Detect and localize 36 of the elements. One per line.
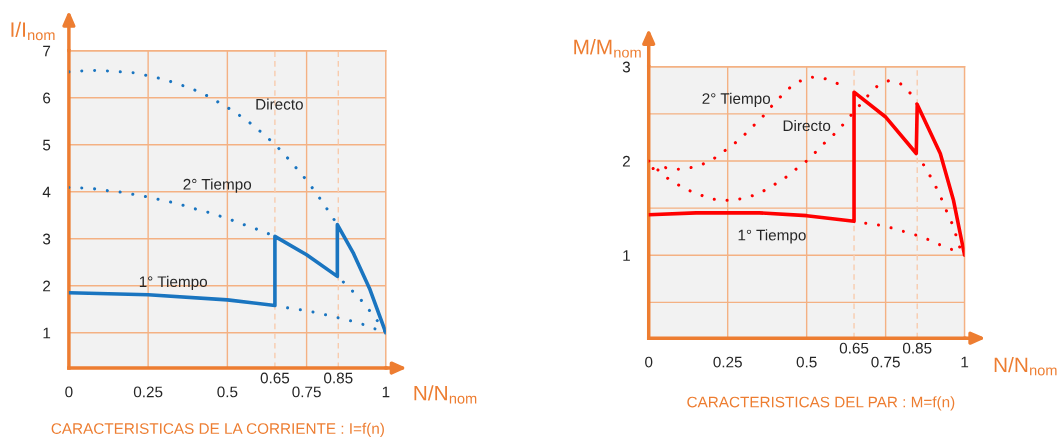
x-tick-label: 1 bbox=[961, 356, 969, 368]
x-tick-label: 0.25 bbox=[133, 386, 163, 398]
annotation: 1° Tiempo bbox=[139, 275, 208, 291]
x-tick-label: 0 bbox=[645, 356, 653, 368]
y-tick-label: 2 bbox=[43, 280, 51, 292]
x-tick-label: 0.25 bbox=[713, 356, 742, 368]
y-tick-label: 1 bbox=[623, 250, 630, 261]
annotation: 2° Tiempo bbox=[702, 92, 771, 107]
ref-line-label: 0.65 bbox=[839, 342, 869, 354]
x-tick-label: 0.75 bbox=[292, 386, 321, 398]
annotation: Directo bbox=[256, 98, 303, 110]
annotation: 2° Tiempo bbox=[183, 178, 252, 193]
x-tick-label: 1 bbox=[382, 386, 390, 398]
y-axis-title: I/I$_{nom}$ bbox=[11, 21, 55, 41]
x-tick-label: 0 bbox=[65, 386, 73, 398]
text: CARACTERISTICAS DEL PAR : M=f(n) bbox=[687, 396, 955, 411]
y-tick-label: 3 bbox=[622, 61, 630, 73]
y-axis-title: M/M$_{nom}$ bbox=[574, 39, 641, 58]
y-tick-label: 5 bbox=[42, 139, 51, 151]
x-axis-title: N/N$_{nom}$ bbox=[414, 385, 477, 404]
x-tick-label: 0.5 bbox=[796, 356, 817, 368]
ref-line-label: 0.65 bbox=[260, 372, 290, 384]
y-tick-label: 6 bbox=[43, 92, 51, 104]
x-tick-label: 0.75 bbox=[871, 356, 900, 368]
annotation: 1° Tiempo bbox=[738, 229, 806, 244]
x-axis-title: N/N$_{nom}$ bbox=[994, 356, 1057, 376]
y-tick-label: 3 bbox=[42, 233, 51, 245]
y-tick-label: 4 bbox=[42, 186, 51, 198]
y-tick-label: 7 bbox=[43, 45, 51, 57]
annotation: Directo bbox=[783, 119, 831, 132]
y-tick-label: 1 bbox=[43, 327, 51, 339]
x-tick-label: 0.5 bbox=[217, 386, 238, 398]
y-tick-label: 2 bbox=[622, 155, 630, 167]
ref-line-label: 0.85 bbox=[902, 342, 932, 354]
ref-line-label: 0.85 bbox=[324, 372, 353, 384]
text: CARACTERISTICAS DE LA CORRIENTE : I=f(n) bbox=[51, 422, 384, 437]
